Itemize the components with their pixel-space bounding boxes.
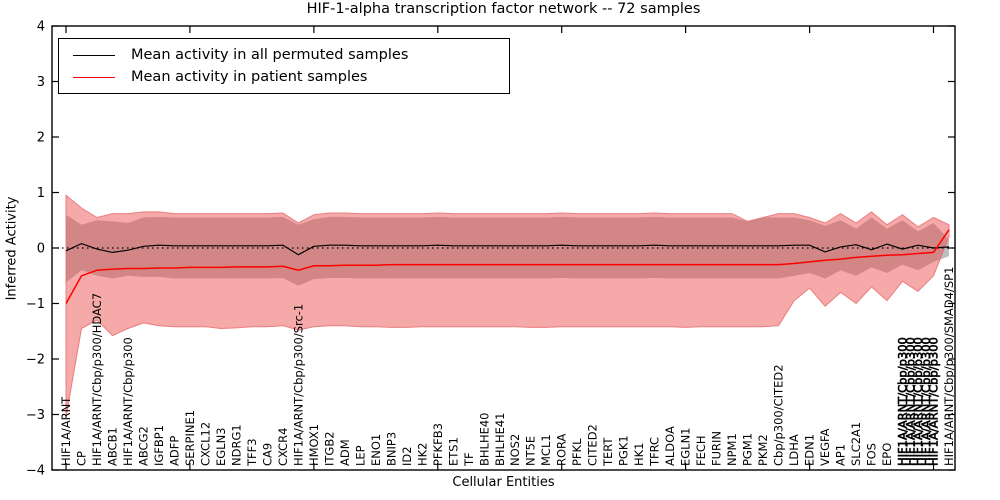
legend-line-patient-icon	[73, 76, 115, 78]
permuted-mean-line	[65, 242, 950, 256]
svg-text:3: 3	[37, 75, 45, 90]
svg-text:4: 4	[37, 20, 45, 35]
x-tick-label: MCL1	[539, 434, 553, 466]
x-tick-label: TERT	[601, 437, 615, 467]
x-tick-label: CA9	[260, 443, 274, 466]
x-tick-label: HIF1A/ARNT/Cbp/p300/SMAD4/SP1	[942, 267, 956, 466]
x-tick-label: ADFP	[167, 436, 181, 466]
x-tick-label: BHLHE40	[477, 413, 491, 467]
x-tick-label: ID2	[400, 446, 414, 466]
x-tick-label: FOS	[865, 443, 879, 466]
svg-text:−4: −4	[26, 464, 45, 479]
x-tick-label: NDRG1	[229, 424, 243, 466]
x-tick-label: CITED2	[586, 424, 600, 466]
overlapping-labels-blob: HIF1A/ARNT/Cbp/p300	[911, 337, 925, 466]
x-tick-label: EDN1	[803, 434, 817, 466]
x-tick-label: HIF1A/ARNT/Cbp/p300/Src-1	[291, 304, 305, 466]
x-tick-label: EGLN1	[679, 427, 693, 466]
x-tick-label: FURIN	[710, 431, 724, 466]
x-tick-label: ITGB2	[322, 431, 336, 466]
x-tick-label: CXCR4	[276, 428, 290, 466]
x-tick-label: NOS2	[508, 434, 522, 466]
patient-mean-line	[65, 229, 950, 304]
svg-text:−2: −2	[26, 353, 45, 368]
x-tick-label: BNIP3	[384, 432, 398, 466]
x-tick-label: ABCB1	[106, 427, 120, 466]
x-tick-label: HIF1A/ARNT/Cbp/p300	[121, 337, 135, 466]
x-tick-label: ETS1	[446, 437, 460, 466]
svg-text:0: 0	[37, 242, 45, 257]
svg-text:−3: −3	[26, 408, 45, 423]
x-tick-label: NPM1	[725, 433, 739, 466]
x-tick-label: TFF3	[245, 438, 259, 467]
x-tick-label: PGK1	[617, 435, 631, 466]
legend-row-patient: Mean activity in patient samples	[59, 69, 509, 85]
x-tick-label: FECH	[694, 435, 708, 466]
legend-label-patient: Mean activity in patient samples	[131, 69, 368, 85]
x-tick-labels: HIF1A/ARNT CP HIF1A/ARNT/Cbp/p300/HDAC7 ABC…	[59, 267, 956, 467]
x-tick-label: ENO1	[369, 434, 383, 466]
x-tick-label: CXCL12	[198, 422, 212, 466]
y-tick-labels: 4 3 2 1 0 −1 −2 −3 −4	[26, 20, 45, 479]
x-tick-label: HIF1A/ARNT	[59, 396, 73, 466]
overlapping-labels-blob: HIF1A/ARNT/Cbp/p300	[903, 337, 917, 466]
x-tick-label: EGLN3	[214, 427, 228, 466]
x-tick-label: HIF1A/ARNT/Cbp/p300/HDAC7	[90, 293, 104, 466]
overlapping-labels-blob: HIF1A/ARNT/Cbp/p300	[927, 337, 941, 466]
svg-text:−1: −1	[26, 297, 45, 312]
x-tick-label: PFKFB3	[431, 423, 445, 466]
x-ticks	[65, 26, 935, 470]
x-tick-label: TF	[462, 452, 476, 467]
x-tick-label: HK2	[415, 442, 429, 466]
x-tick-label: SLC2A1	[849, 422, 863, 466]
x-tick-label: ALDOA	[663, 426, 677, 466]
x-tick-label: AP1	[834, 444, 848, 466]
legend: Mean activity in all permuted samples Me…	[58, 38, 510, 94]
x-axis-label: Cellular Entities	[452, 475, 555, 490]
x-tick-label: ABCG2	[137, 426, 151, 466]
x-tick-label: IGFBP1	[152, 425, 166, 466]
x-tick-label: TFRC	[648, 437, 662, 467]
x-tick-label: BHLHE41	[493, 413, 507, 467]
x-tick-label: LEP	[353, 445, 367, 466]
x-tick-label: PGM1	[741, 433, 755, 466]
legend-row-permuted: Mean activity in all permuted samples	[59, 47, 509, 63]
x-tick-label: PFKL	[570, 438, 584, 466]
y-axis-label: Inferred Activity	[4, 196, 20, 301]
legend-line-permuted-icon	[73, 54, 115, 56]
patient-band	[65, 194, 950, 418]
overlapping-labels-blob: HIF1A/ARNT/Cbp/p300	[919, 337, 933, 466]
legend-label-permuted: Mean activity in all permuted samples	[131, 47, 409, 63]
x-tick-label: EPO	[880, 443, 894, 466]
chart-title: HIF-1-alpha transcription factor network…	[306, 1, 701, 17]
x-tick-label: NT5E	[524, 436, 538, 466]
x-tick-label: SERPINE1	[183, 410, 197, 466]
plot-border	[51, 25, 956, 471]
x-tick-label: PKM2	[756, 434, 770, 466]
x-tick-label: VEGFA	[818, 428, 832, 466]
x-tick-label: HK1	[632, 442, 646, 466]
x-tick-label: ADM	[338, 439, 352, 466]
x-tick-label: HMOX1	[307, 424, 321, 466]
x-tick-label: CP	[75, 451, 89, 466]
x-tick-label: RORA	[555, 433, 569, 466]
x-tick-label: LDHA	[787, 434, 801, 466]
svg-text:1: 1	[37, 186, 45, 201]
svg-text:2: 2	[37, 131, 45, 146]
overlapping-labels-blob: HIF1A/ARNT/Cbp/p300	[896, 337, 910, 466]
x-tick-label: Cbp/p300/CITED2	[772, 364, 786, 466]
